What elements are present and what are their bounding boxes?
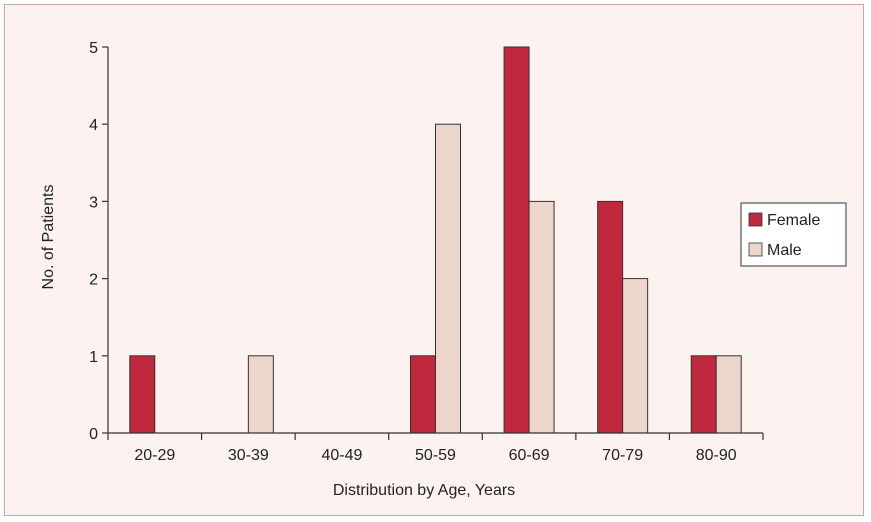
bars-group: [129, 46, 742, 434]
x-tick-label: 30-39: [228, 447, 269, 464]
bar-female-70-79: [597, 200, 624, 434]
x-tick-label: 40-49: [321, 447, 362, 464]
legend-label-female: Female: [767, 212, 820, 229]
y-tick-label: 0: [89, 426, 98, 443]
bar-female-60-69: [503, 46, 530, 434]
bar-female-80-90: [690, 355, 717, 434]
legend: Female Male: [740, 202, 847, 267]
x-tick-label: 70-79: [602, 447, 643, 464]
bar-male-50-59: [435, 123, 461, 434]
axes-group: [107, 47, 763, 434]
x-tick-label: 50-59: [415, 447, 456, 464]
bar-male-70-79: [622, 278, 649, 434]
legend-swatch-female: [748, 212, 763, 227]
y-tick-label: 5: [89, 40, 98, 57]
y-axis-title: No. of Patients: [40, 185, 57, 290]
bar-male-80-90: [715, 355, 742, 434]
x-tick-label: 20-29: [134, 447, 175, 464]
legend-label-male: Male: [767, 242, 802, 259]
y-tick-label: 1: [89, 349, 98, 366]
bar-female-20-29: [129, 355, 156, 434]
y-tick-label: 2: [89, 272, 98, 289]
y-tick-label: 4: [89, 117, 98, 134]
bar-male-60-69: [528, 200, 555, 434]
y-tick-label: 3: [89, 194, 98, 211]
ticks-group: 0 1 2 3 4 5 20-29 30-39 40-49 50-59 60-69 70-79 80-9…: [89, 40, 764, 464]
x-axis-title: Distribution by Age, Years: [333, 482, 515, 499]
bar-male-30-39: [247, 355, 274, 434]
x-tick-label: 80-90: [696, 447, 737, 464]
legend-swatch-male: [748, 242, 763, 257]
bar-female-50-59: [410, 355, 436, 434]
x-tick-label: 60-69: [509, 447, 550, 464]
